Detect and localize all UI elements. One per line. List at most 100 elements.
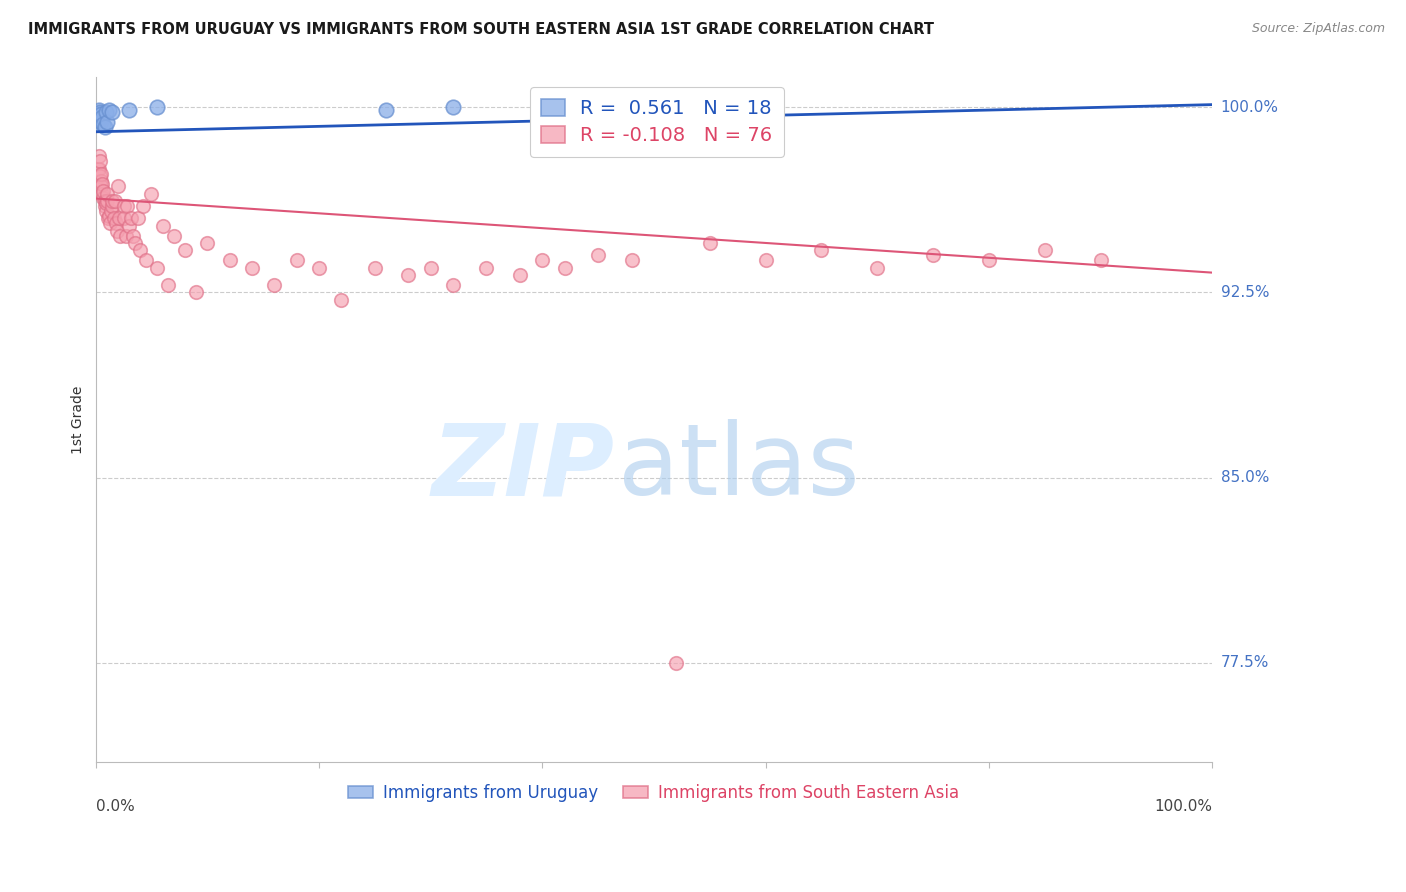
Point bbox=[101, 199, 124, 213]
Point bbox=[101, 105, 124, 120]
Point bbox=[89, 105, 111, 120]
Point bbox=[195, 235, 218, 250]
Point bbox=[364, 260, 387, 275]
Text: 0.0%: 0.0% bbox=[96, 799, 135, 814]
Text: 100.0%: 100.0% bbox=[1154, 799, 1212, 814]
Point bbox=[174, 244, 197, 258]
Point bbox=[87, 117, 110, 131]
Text: Source: ZipAtlas.com: Source: ZipAtlas.com bbox=[1251, 22, 1385, 36]
Point bbox=[866, 260, 889, 275]
Point bbox=[89, 154, 111, 169]
Point bbox=[93, 194, 115, 208]
Point bbox=[141, 186, 163, 201]
Point bbox=[124, 235, 146, 250]
Point bbox=[263, 277, 285, 292]
Point bbox=[90, 115, 112, 129]
Point bbox=[105, 224, 128, 238]
Point bbox=[93, 184, 115, 198]
Point bbox=[146, 100, 169, 114]
Point bbox=[96, 194, 118, 208]
Point bbox=[308, 260, 330, 275]
Point bbox=[396, 268, 419, 282]
Point bbox=[509, 268, 531, 282]
Text: 100.0%: 100.0% bbox=[1220, 100, 1278, 114]
Point bbox=[108, 211, 131, 226]
Point bbox=[101, 194, 124, 208]
Text: 77.5%: 77.5% bbox=[1220, 656, 1268, 671]
Point bbox=[285, 253, 308, 268]
Point bbox=[104, 216, 127, 230]
Point bbox=[98, 209, 121, 223]
Legend: Immigrants from Uruguay, Immigrants from South Eastern Asia: Immigrants from Uruguay, Immigrants from… bbox=[342, 777, 966, 808]
Text: ZIP: ZIP bbox=[432, 419, 614, 516]
Point bbox=[87, 161, 110, 176]
Point bbox=[93, 117, 115, 131]
Point bbox=[90, 167, 112, 181]
Point bbox=[127, 211, 149, 226]
Point bbox=[103, 211, 125, 226]
Point bbox=[475, 260, 498, 275]
Point bbox=[87, 103, 110, 117]
Point bbox=[94, 105, 117, 120]
Point bbox=[665, 656, 688, 670]
Point bbox=[810, 244, 832, 258]
Point bbox=[146, 260, 169, 275]
Point bbox=[554, 260, 576, 275]
Point bbox=[90, 174, 112, 188]
Point bbox=[121, 228, 143, 243]
Point bbox=[118, 219, 141, 233]
Point bbox=[163, 228, 186, 243]
Point bbox=[96, 115, 118, 129]
Point bbox=[93, 199, 115, 213]
Point bbox=[120, 211, 142, 226]
Point bbox=[110, 228, 132, 243]
Point bbox=[755, 253, 778, 268]
Point bbox=[97, 211, 120, 226]
Point bbox=[441, 277, 464, 292]
Point bbox=[87, 149, 110, 163]
Point bbox=[375, 103, 398, 117]
Point bbox=[93, 120, 115, 134]
Point bbox=[94, 203, 117, 218]
Point bbox=[129, 244, 152, 258]
Point bbox=[112, 199, 135, 213]
Point bbox=[96, 186, 118, 201]
Point bbox=[94, 196, 117, 211]
Point bbox=[90, 107, 112, 121]
Y-axis label: 1st Grade: 1st Grade bbox=[72, 385, 86, 454]
Point bbox=[531, 253, 554, 268]
Point bbox=[157, 277, 180, 292]
Point bbox=[98, 103, 121, 117]
Point bbox=[218, 253, 240, 268]
Point bbox=[441, 100, 464, 114]
Point bbox=[240, 260, 263, 275]
Point bbox=[586, 248, 609, 262]
Point bbox=[186, 285, 208, 300]
Point bbox=[90, 179, 112, 194]
Point bbox=[131, 199, 153, 213]
Point bbox=[93, 192, 115, 206]
Point bbox=[91, 186, 114, 201]
Point bbox=[419, 260, 441, 275]
Point bbox=[107, 179, 129, 194]
Point bbox=[114, 228, 136, 243]
Point bbox=[100, 203, 122, 218]
Point bbox=[89, 169, 111, 184]
Point bbox=[87, 161, 110, 176]
Point bbox=[118, 103, 141, 117]
Point bbox=[98, 216, 121, 230]
Text: atlas: atlas bbox=[619, 419, 860, 516]
Point bbox=[87, 107, 110, 121]
Point bbox=[112, 211, 135, 226]
Point bbox=[135, 253, 157, 268]
Point bbox=[91, 110, 114, 124]
Point bbox=[977, 253, 1000, 268]
Point bbox=[330, 293, 353, 307]
Point bbox=[115, 199, 138, 213]
Point bbox=[104, 194, 127, 208]
Point bbox=[699, 235, 721, 250]
Point bbox=[89, 112, 111, 127]
Text: 85.0%: 85.0% bbox=[1220, 470, 1268, 485]
Text: 92.5%: 92.5% bbox=[1220, 285, 1270, 300]
Point bbox=[91, 177, 114, 191]
